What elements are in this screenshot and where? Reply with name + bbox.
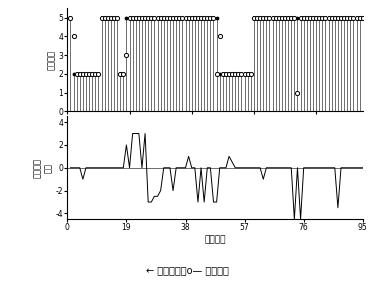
Y-axis label: 故障类型: 故障类型 [46, 50, 55, 70]
Y-axis label: 分类结果
误差: 分类结果 误差 [33, 158, 53, 178]
真实状态 [286, 16, 290, 19]
真实状态 [71, 72, 76, 76]
真实状态 [84, 72, 88, 76]
分类状态 [273, 16, 278, 19]
真实状态 [124, 16, 129, 19]
分类状态 [81, 72, 85, 76]
真实状态 [276, 16, 281, 19]
分类状态 [267, 16, 272, 19]
真实状态 [361, 16, 365, 19]
X-axis label: 训练样本: 训练样本 [204, 235, 226, 244]
Text: ← 真实状态，o— 分类状态: ← 真实状态，o— 分类状态 [145, 265, 229, 275]
真实状态 [289, 16, 294, 19]
分类状态 [286, 16, 290, 19]
分类状态 [121, 72, 126, 76]
分类状态 [361, 16, 365, 19]
真实状态 [270, 16, 275, 19]
分类状态 [295, 91, 300, 94]
Line: 真实状态: 真实状态 [68, 15, 365, 76]
分类状态 [68, 16, 73, 19]
Line: 分类状态: 分类状态 [68, 16, 365, 95]
真实状态 [68, 16, 73, 19]
分类状态 [283, 16, 287, 19]
